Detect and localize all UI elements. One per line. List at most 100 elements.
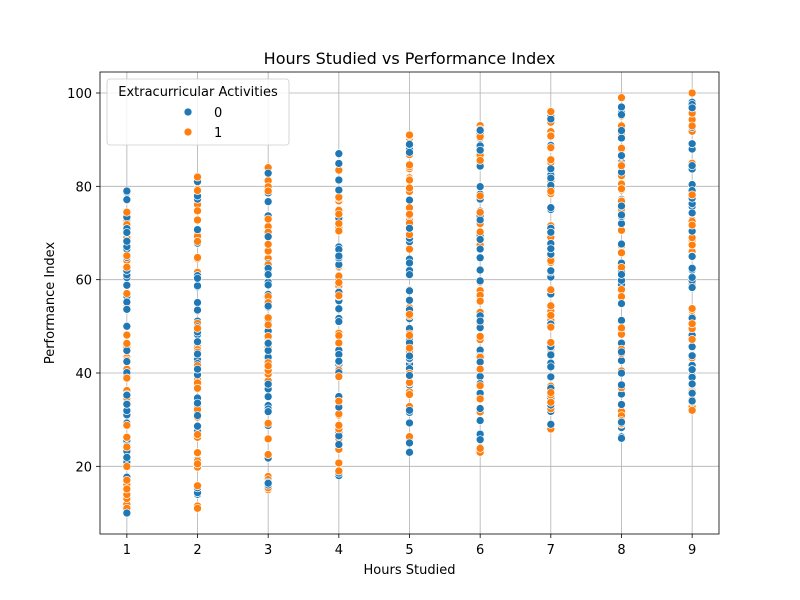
scatter-point-series-0: [405, 286, 414, 296]
legend-label-series-0: 0: [214, 106, 222, 121]
scatter-point-series-1: [122, 262, 132, 272]
scatter-point-series-1: [475, 227, 485, 237]
scatter-point-series-0: [617, 316, 626, 325]
scatter-point-series-1: [122, 207, 132, 217]
chart-title: Hours Studied vs Performance Index: [264, 49, 556, 68]
scatter-point-series-1: [334, 278, 344, 287]
scatter-point-series-0: [687, 379, 697, 389]
scatter-point-series-1: [405, 343, 414, 353]
scatter-point-series-0: [193, 281, 202, 291]
scatter-point-series-1: [546, 388, 556, 397]
scatter-point-series-0: [405, 195, 414, 205]
scatter-point-series-1: [263, 214, 273, 224]
scatter-point-series-0: [687, 396, 697, 406]
scatter-point-series-0: [546, 372, 556, 382]
scatter-point-series-1: [122, 484, 132, 494]
scatter-point-series-0: [617, 380, 626, 390]
scatter-point-series-1: [546, 155, 556, 165]
scatter-point-series-0: [475, 125, 485, 135]
scatter-point-series-1: [334, 291, 344, 300]
x-tick-label: 9: [688, 543, 696, 558]
x-tick-label: 1: [123, 543, 131, 558]
scatter-point-series-0: [122, 236, 132, 246]
legend-box: [106, 78, 290, 146]
scatter-point-series-1: [263, 313, 273, 323]
scatter-point-series-0: [405, 447, 414, 457]
scatter-point-series-1: [475, 381, 485, 391]
scatter-point-series-0: [617, 151, 626, 160]
scatter-point-series-1: [617, 143, 626, 153]
scatter-point-series-0: [687, 351, 697, 361]
scatter-point-series-0: [263, 301, 273, 311]
scatter-point-series-1: [546, 107, 556, 117]
scatter-point-series-0: [687, 365, 697, 375]
scatter-point-series-1: [193, 459, 202, 469]
scatter-point-series-1: [193, 383, 202, 393]
scatter-point-series-1: [687, 220, 697, 230]
scatter-point-series-1: [334, 219, 344, 229]
scatter-point-series-0: [475, 276, 485, 286]
scatter-point-series-0: [687, 103, 697, 113]
scatter-point-series-0: [193, 349, 202, 359]
scatter-point-series-0: [475, 316, 485, 326]
scatter-point-series-0: [405, 147, 414, 157]
scatter-point-series-1: [687, 405, 697, 415]
scatter-point-series-1: [617, 323, 626, 333]
scatter-point-series-0: [687, 263, 697, 273]
scatter-point-series-1: [405, 130, 414, 140]
scatter-point-series-0: [617, 299, 626, 308]
scatter-point-series-0: [263, 197, 273, 206]
scatter-point-series-1: [546, 131, 556, 141]
scatter-point-series-1: [193, 186, 202, 195]
scatter-point-series-1: [475, 444, 485, 453]
scatter-point-series-0: [405, 351, 414, 361]
scatter-point-series-0: [122, 228, 132, 237]
scatter-point-series-1: [405, 209, 414, 219]
scatter-point-series-0: [546, 350, 556, 360]
scatter-point-series-1: [617, 161, 626, 171]
scatter-point-series-1: [193, 503, 202, 513]
x-tick-label: 2: [193, 543, 201, 558]
x-tick-label: 4: [335, 543, 343, 558]
scatter-point-series-0: [546, 362, 556, 372]
scatter-point-series-0: [475, 235, 485, 244]
scatter-point-series-0: [617, 400, 626, 409]
scatter-point-series-1: [475, 332, 485, 341]
scatter-point-series-0: [122, 297, 132, 307]
scatter-point-series-0: [405, 438, 414, 448]
scatter-point-series-0: [193, 421, 202, 431]
scatter-point-series-0: [193, 305, 202, 315]
scatter-point-series-1: [122, 373, 132, 383]
scatter-point-series-0: [405, 258, 414, 268]
scatter-point-series-1: [122, 339, 132, 348]
y-tick-label: 80: [75, 180, 92, 195]
scatter-point-series-0: [405, 371, 414, 380]
scatter-point-series-1: [546, 322, 556, 332]
scatter-point-series-0: [122, 399, 132, 409]
scatter-point-series-1: [546, 186, 556, 196]
scatter-point-series-0: [687, 139, 697, 149]
scatter-point-series-0: [263, 392, 273, 401]
scatter-point-series-0: [193, 364, 202, 374]
x-tick-label: 6: [476, 543, 484, 558]
scatter-point-series-1: [687, 335, 697, 344]
x-tick-label: 5: [405, 543, 413, 558]
scatter-point-series-1: [334, 338, 344, 348]
scatter-point-series-0: [122, 195, 132, 205]
scatter-point-series-0: [475, 404, 485, 413]
scatter-point-series-0: [263, 168, 273, 178]
scatter-point-series-0: [334, 175, 344, 185]
scatter-point-series-1: [193, 253, 202, 262]
scatter-point-series-1: [617, 248, 626, 258]
y-tick-label: 100: [67, 87, 92, 102]
scatter-point-series-0: [687, 342, 697, 352]
scatter-point-series-1: [263, 239, 273, 249]
scatter-point-series-0: [475, 265, 485, 275]
scatter-point-series-0: [405, 405, 414, 415]
scatter-point-series-1: [334, 372, 344, 381]
scatter-point-series-0: [334, 149, 344, 159]
scatter-point-series-0: [546, 173, 556, 183]
scatter-point-series-1: [193, 324, 202, 333]
scatter-point-series-1: [122, 251, 132, 261]
scatter-point-series-0: [546, 114, 556, 124]
